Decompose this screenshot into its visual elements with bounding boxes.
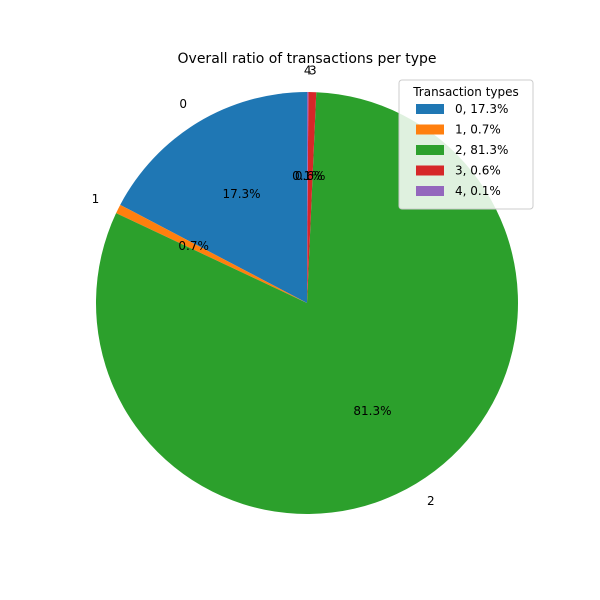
legend-entries: 0, 17.3% 1, 0.7% 2, 81.3% 3, 0.6% 4, 0.1% (416, 102, 508, 198)
legend-entry-3: 3, 0.6% (455, 164, 501, 178)
legend-entry-4: 4, 0.1% (455, 184, 501, 198)
category-label-2: 2 (427, 494, 435, 508)
category-label-3: 3 (309, 63, 317, 77)
legend-title: Transaction types (412, 85, 519, 99)
legend-entry-0: 0, 17.3% (455, 102, 508, 116)
category-label-1: 1 (92, 192, 100, 206)
legend-entry-2: 2, 81.3% (455, 143, 508, 157)
pie-slice-3 (307, 92, 317, 303)
percent-label-1: 0.7% (178, 239, 209, 253)
legend-entry-1: 1, 0.7% (455, 123, 501, 137)
percent-label-3: 0.6% (295, 169, 326, 183)
category-label-4: 4 (304, 63, 312, 77)
pie-slice-4 (307, 92, 309, 303)
percent-label-0: 17.3% (222, 187, 260, 201)
legend-swatch-2 (416, 145, 444, 155)
legend-swatch-3 (416, 165, 444, 176)
percent-label-4: 0.1% (292, 169, 323, 183)
legend-swatch-0 (416, 104, 444, 114)
percent-label-2: 81.3% (353, 404, 391, 418)
percent-labels: 17.3% 0.7% 81.3% 0.6%0.1% (178, 169, 391, 418)
chart-title: Overall ratio of transactions per type (178, 51, 437, 67)
category-labels: 0 1 2 34 (92, 63, 435, 508)
legend-swatch-4 (416, 186, 444, 196)
legend-swatch-1 (416, 124, 444, 135)
category-label-0: 0 (179, 97, 187, 111)
pie-slice-1 (116, 204, 308, 303)
legend: Transaction types 0, 17.3% 1, 0.7% 2, 81.3… (398, 79, 534, 210)
pie-slice-0 (120, 92, 308, 303)
